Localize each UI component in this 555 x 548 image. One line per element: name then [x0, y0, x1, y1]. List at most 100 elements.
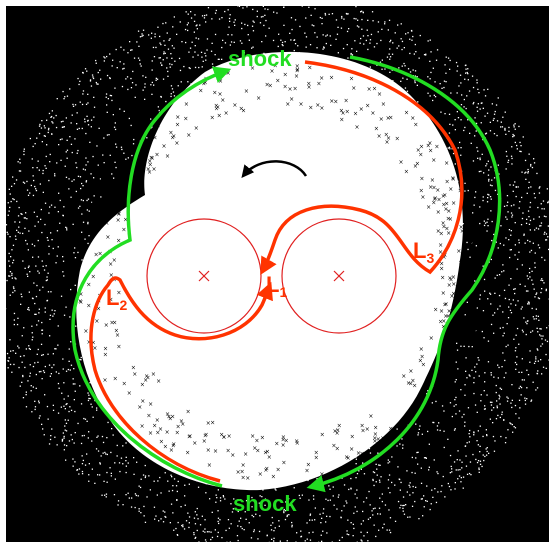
particle-marker: ×	[441, 193, 446, 200]
halo-particle	[479, 460, 482, 462]
halo-particle	[384, 23, 386, 25]
halo-particle	[371, 510, 373, 512]
halo-particle	[86, 115, 88, 117]
halo-particle	[358, 470, 360, 472]
halo-particle	[44, 202, 47, 204]
halo-particle	[543, 208, 545, 210]
halo-particle	[8, 252, 10, 255]
halo-particle	[176, 490, 178, 493]
particle-marker: ×	[206, 420, 211, 427]
halo-particle	[80, 187, 82, 190]
halo-particle	[194, 51, 196, 53]
halo-particle	[464, 182, 466, 184]
halo-particle	[141, 33, 143, 35]
halo-particle	[407, 68, 410, 70]
halo-particle	[162, 521, 165, 523]
halo-particle	[418, 428, 420, 430]
halo-particle	[143, 515, 145, 517]
halo-particle	[156, 78, 159, 80]
halo-particle	[518, 399, 521, 401]
halo-particle	[351, 48, 353, 50]
halo-particle	[417, 463, 419, 465]
particle-marker: ×	[135, 173, 140, 180]
halo-particle	[140, 478, 142, 480]
halo-particle	[263, 24, 265, 27]
halo-particle	[92, 77, 95, 80]
particle-marker: ×	[373, 431, 378, 438]
halo-particle	[503, 289, 506, 291]
halo-particle	[44, 135, 46, 137]
particle-marker: ×	[213, 448, 218, 455]
halo-particle	[454, 428, 456, 430]
halo-particle	[170, 85, 173, 87]
halo-particle	[221, 537, 223, 539]
halo-particle	[309, 514, 311, 516]
halo-particle	[481, 153, 483, 155]
halo-particle	[466, 71, 468, 74]
halo-particle	[407, 516, 409, 518]
halo-particle	[372, 471, 375, 473]
halo-particle	[127, 52, 129, 54]
halo-particle	[33, 211, 35, 213]
halo-particle	[40, 370, 42, 373]
halo-particle	[49, 206, 51, 208]
halo-particle	[338, 494, 340, 496]
halo-particle	[455, 361, 457, 363]
halo-particle	[483, 224, 486, 227]
particle-marker: ×	[444, 201, 449, 208]
halo-particle	[106, 104, 108, 106]
halo-particle	[420, 498, 422, 500]
particle-marker: ×	[132, 371, 137, 378]
halo-particle	[68, 410, 70, 413]
halo-particle	[258, 502, 260, 504]
halo-particle	[516, 327, 519, 330]
halo-particle	[519, 283, 521, 285]
halo-particle	[493, 332, 495, 334]
halo-particle	[403, 513, 406, 515]
halo-particle	[61, 126, 64, 128]
halo-particle	[464, 421, 466, 423]
particle-marker: ×	[243, 451, 248, 458]
halo-particle	[60, 121, 63, 123]
particle-marker: ×	[331, 442, 336, 449]
halo-particle	[63, 449, 65, 451]
particle-marker: ×	[80, 215, 85, 222]
halo-particle	[23, 182, 26, 184]
halo-particle	[165, 516, 167, 518]
particle-marker: ×	[306, 81, 311, 88]
halo-particle	[171, 57, 173, 59]
halo-particle	[44, 307, 46, 309]
halo-particle	[68, 440, 71, 442]
halo-particle	[100, 196, 102, 198]
halo-particle	[46, 119, 48, 121]
halo-particle	[475, 458, 477, 461]
halo-particle	[194, 45, 196, 47]
halo-particle	[38, 308, 40, 310]
halo-particle	[498, 394, 500, 396]
halo-particle	[216, 497, 218, 499]
halo-particle	[367, 540, 369, 542]
halo-particle	[153, 506, 156, 508]
halo-particle	[193, 532, 195, 534]
halo-particle	[91, 74, 94, 76]
halo-particle	[24, 267, 26, 269]
halo-particle	[47, 131, 49, 134]
halo-particle	[12, 176, 14, 178]
halo-particle	[516, 268, 518, 270]
halo-particle	[529, 276, 531, 278]
halo-particle	[211, 511, 213, 513]
halo-particle	[21, 296, 23, 298]
particle-marker: ×	[329, 74, 334, 81]
halo-particle	[188, 51, 190, 53]
halo-particle	[407, 32, 409, 34]
halo-particle	[496, 274, 498, 276]
halo-particle	[487, 340, 490, 342]
halo-particle	[323, 508, 325, 510]
halo-particle	[487, 298, 489, 300]
halo-particle	[376, 42, 378, 45]
halo-particle	[352, 535, 354, 537]
particle-marker: ×	[241, 462, 246, 469]
halo-particle	[366, 29, 368, 31]
halo-particle	[110, 475, 112, 477]
halo-particle	[541, 256, 543, 259]
